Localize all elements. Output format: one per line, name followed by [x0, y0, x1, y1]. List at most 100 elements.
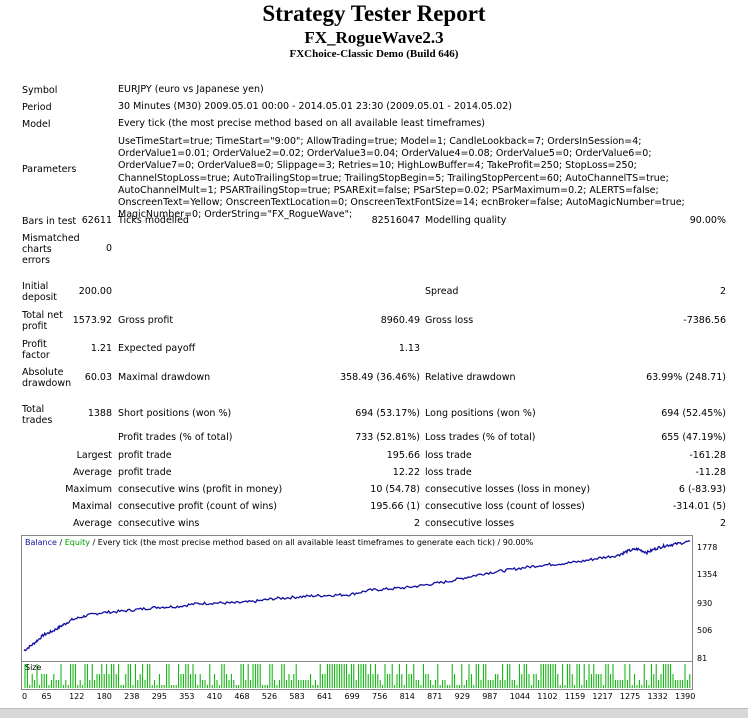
grossprofit-value: 8960.49 — [380, 315, 420, 326]
x-tick-label: 814 — [399, 692, 415, 701]
x-tick-label: 1217 — [592, 692, 613, 701]
trades-label-1: Total — [22, 404, 45, 415]
legend-rest: / Every tick (the most precise method ba… — [89, 538, 534, 547]
absdd-label-2: drawdown — [22, 378, 72, 389]
symbol-label: Symbol — [22, 85, 58, 96]
maximal-label: Maximal — [72, 501, 112, 512]
bars-value: 62611 — [81, 215, 112, 226]
x-tick-label: 238 — [124, 692, 140, 701]
netprofit-value: 1573.92 — [72, 315, 112, 326]
x-tick-label: 410 — [206, 692, 223, 701]
x-tick-label: 353 — [179, 692, 195, 701]
largest-lt-value: -161.28 — [689, 450, 726, 461]
short-value: 694 (53.17%) — [355, 408, 420, 419]
largest-pt-label: profit trade — [118, 450, 172, 461]
legend-sep: / — [56, 538, 65, 547]
symbol-value: EURJPY (euro vs Japanese yen) — [118, 84, 264, 95]
size-label: Size — [25, 663, 42, 672]
payoff-label: Expected payoff — [118, 343, 196, 354]
long-label: Long positions (won %) — [425, 408, 536, 419]
y-tick-label: 506 — [697, 626, 713, 635]
average-lt-value: -11.28 — [695, 467, 726, 478]
reldd-label: Relative drawdown — [425, 372, 516, 383]
spread-label: Spread — [425, 286, 459, 297]
trades-label-2: trades — [22, 415, 53, 426]
maxl-cl-value: -314.01 (5) — [672, 501, 726, 512]
x-tick-label: 295 — [151, 692, 167, 701]
max-cw-label: consecutive wins (profit in money) — [118, 484, 283, 495]
x-tick-label: 641 — [316, 692, 333, 701]
absdd-label-1: Absolute — [22, 367, 64, 378]
loss-trades-value: 655 (47.19%) — [661, 432, 726, 443]
balance-chart-svg — [23, 539, 691, 652]
avg2-label: Average — [72, 518, 112, 529]
x-tick-label: 0 — [22, 692, 28, 701]
payoff-value: 1.13 — [398, 343, 420, 354]
x-tick-label: 122 — [69, 692, 85, 701]
x-tick-label: 929 — [454, 692, 470, 701]
parameters-label: Parameters — [22, 164, 77, 175]
avg-cl-value: 2 — [719, 518, 726, 529]
x-tick-label: 468 — [234, 692, 250, 701]
maxl-cp-label: consecutive profit (count of wins) — [118, 501, 278, 512]
maxdd-value: 358.49 (36.46%) — [340, 372, 420, 383]
reldd-value: 63.99% (248.71) — [646, 372, 726, 383]
x-tick-label: 1332 — [647, 692, 668, 701]
x-tick-label: 180 — [96, 692, 112, 701]
max-cl-value: 6 (-83.93) — [678, 484, 726, 495]
period-value: 30 Minutes (M30) 2009.05.01 00:00 - 2014… — [118, 101, 512, 112]
ticks-label: Ticks modelled — [118, 215, 189, 226]
parameters-value: UseTimeStart=true; TimeStart="9:00"; All… — [118, 136, 685, 221]
deposit-label-2: deposit — [22, 292, 58, 303]
server-name: FXChoice-Classic Demo (Build 646) — [289, 48, 459, 60]
x-tick-label: 1159 — [564, 692, 586, 701]
balance-chart — [21, 535, 693, 664]
ticks-value: 82516047 — [371, 215, 420, 226]
deposit-label-1: Initial — [22, 281, 49, 292]
y-tick-label: 930 — [697, 599, 713, 608]
x-tick-label: 1102 — [537, 692, 558, 701]
largest-lt-label: loss trade — [425, 450, 472, 461]
short-label: Short positions (won %) — [118, 408, 232, 419]
x-tick-label: 1044 — [509, 692, 531, 701]
pf-value: 1.21 — [90, 343, 112, 354]
chart-legend: Balance / Equity / Every tick (the most … — [25, 538, 533, 547]
size-chart — [21, 661, 693, 690]
avg-cl-label: consecutive losses — [425, 518, 515, 529]
profit-trades-label: Profit trades (% of total) — [118, 432, 233, 443]
report-title: Strategy Tester Report — [262, 1, 486, 26]
x-tick-label: 526 — [261, 692, 278, 701]
model-value: Every tick (the most precise method base… — [118, 118, 486, 129]
maxl-cl-label: consecutive loss (count of losses) — [425, 501, 585, 512]
netprofit-label-1: Total net — [22, 310, 63, 321]
avg-cw-label: consecutive wins — [118, 518, 200, 529]
deposit-value: 200.00 — [78, 286, 112, 297]
loss-trades-label: Loss trades (% of total) — [425, 432, 536, 443]
y-tick-label: 1354 — [697, 570, 718, 579]
x-tick-label: 699 — [344, 692, 360, 701]
quality-label: Modelling quality — [425, 215, 507, 226]
mismatch-label-1: Mismatched — [22, 233, 80, 244]
mismatch-label-3: errors — [22, 255, 50, 266]
legend-equity: Equity — [64, 538, 90, 547]
x-tick-label: 1275 — [619, 692, 641, 701]
profit-trades-value: 733 (52.81%) — [355, 432, 420, 443]
y-tick-label: 1778 — [697, 543, 718, 552]
ea-name: FX_RogueWave2.3 — [304, 28, 444, 47]
grossprofit-label: Gross profit — [118, 315, 174, 326]
x-tick-label: 871 — [427, 692, 443, 701]
absdd-value: 60.03 — [84, 372, 112, 383]
period-label: Period — [22, 102, 52, 113]
x-tick-label: 583 — [289, 692, 305, 701]
balance-line — [23, 539, 691, 652]
average-label: Average — [72, 467, 112, 478]
model-label: Model — [22, 119, 51, 130]
x-tick-label: 1390 — [675, 692, 696, 701]
grossloss-value: -7386.56 — [683, 315, 726, 326]
maximum-label: Maximum — [65, 484, 112, 495]
pf-label-1: Profit — [22, 339, 47, 350]
x-tick-label: 756 — [372, 692, 388, 701]
spread-value: 2 — [719, 286, 726, 297]
average-pt-value: 12.22 — [392, 467, 420, 478]
pf-label-2: factor — [22, 350, 50, 361]
